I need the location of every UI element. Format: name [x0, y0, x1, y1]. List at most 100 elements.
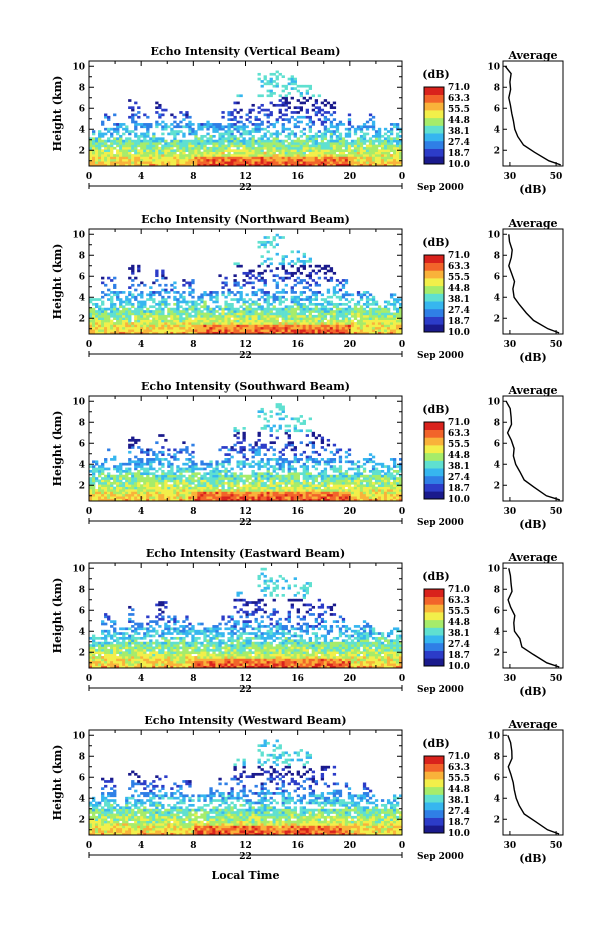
heatmap-cell — [128, 293, 131, 296]
heatmap-cell — [300, 310, 303, 313]
heatmap-cell — [261, 109, 264, 112]
heatmap-cell — [209, 463, 212, 466]
heatmap-cell — [381, 315, 384, 318]
heatmap-cell — [318, 434, 321, 437]
heatmap-cell — [119, 496, 122, 499]
heatmap-cell — [273, 92, 276, 95]
heatmap-cell — [258, 118, 261, 121]
heatmap-cell — [285, 109, 288, 112]
heatmap-cell — [294, 477, 297, 480]
heatmap-cell — [288, 434, 291, 437]
heatmap-cell — [179, 140, 182, 143]
heatmap-cell — [173, 496, 176, 499]
heatmap-cell — [212, 159, 215, 162]
heatmap-cell — [227, 140, 230, 143]
heatmap-cell — [384, 128, 387, 131]
heatmap-cell — [258, 496, 261, 499]
heatmap-cell — [294, 327, 297, 330]
heatmap-cell — [140, 480, 143, 483]
heatmap-cell — [101, 133, 104, 136]
heatmap-cell — [315, 496, 318, 499]
heatmap-cell — [291, 296, 294, 299]
heatmap-cell — [318, 484, 321, 487]
heatmap-cell — [191, 480, 194, 483]
heatmap-cell — [246, 463, 249, 466]
heatmap-cell — [224, 470, 227, 473]
heatmap-cell — [122, 291, 125, 294]
heatmap-cell — [300, 322, 303, 325]
heatmap-cell — [369, 145, 372, 148]
heatmap-cell — [122, 308, 125, 311]
heatmap-cell — [239, 116, 242, 119]
heatmap-cell — [318, 475, 321, 478]
heatmap-cell — [273, 161, 276, 164]
heatmap-cell — [209, 298, 212, 301]
heatmap-cell — [315, 322, 318, 325]
heatmap-cell — [104, 161, 107, 164]
heatmap-cell — [252, 465, 255, 468]
heatmap-cell — [191, 322, 194, 325]
heatmap-cell — [318, 111, 321, 114]
heatmap-cell — [273, 293, 276, 296]
heatmap-cell — [300, 260, 303, 263]
heatmap-cell — [360, 161, 363, 164]
heatmap-cell — [131, 482, 134, 485]
heatmap-cell — [246, 114, 249, 117]
heatmap-cell — [246, 475, 249, 478]
heatmap-cell — [110, 482, 113, 485]
heatmap-cell — [267, 94, 270, 97]
heatmap-cell — [95, 310, 98, 313]
heatmap-cell — [264, 284, 267, 287]
heatmap-cell — [158, 324, 161, 327]
heatmap-cell — [336, 310, 339, 313]
heatmap-cell — [267, 125, 270, 128]
heatmap-cell — [155, 279, 158, 282]
heatmap-cell — [239, 451, 242, 454]
heatmap-cell — [239, 446, 242, 449]
heatmap-cell — [221, 482, 224, 485]
heatmap-cell — [221, 484, 224, 487]
heatmap-cell — [98, 494, 101, 497]
heatmap-cell — [288, 496, 291, 499]
heatmap-cell — [128, 460, 131, 463]
heatmap-cell — [294, 145, 297, 148]
heatmap-cell — [152, 298, 155, 301]
heatmap-cell — [224, 453, 227, 456]
heatmap-cell — [339, 310, 342, 313]
heatmap-cell — [387, 152, 390, 155]
heatmap-cell — [215, 125, 218, 128]
heatmap-cell — [218, 125, 221, 128]
heatmap-cell — [179, 468, 182, 471]
heatmap-cell — [336, 130, 339, 133]
heatmap-cell — [140, 329, 143, 332]
heatmap-cell — [372, 324, 375, 327]
heatmap-cell — [294, 313, 297, 316]
heatmap-cell — [98, 161, 101, 164]
heatmap-cell — [303, 128, 306, 131]
heatmap-cell — [143, 317, 146, 320]
heatmap-cell — [239, 142, 242, 145]
heatmap-cell — [203, 147, 206, 150]
heatmap-cell — [161, 140, 164, 143]
heatmap-cell — [146, 142, 149, 145]
heatmap-cell — [285, 477, 288, 480]
heatmap-cell — [125, 149, 128, 152]
colorbar-unit: (dB) — [422, 68, 449, 81]
heatmap-cell — [173, 313, 176, 316]
heatmap-cell — [330, 114, 333, 117]
heatmap-cell — [188, 470, 191, 473]
heatmap-cell — [146, 451, 149, 454]
heatmap-cell — [252, 484, 255, 487]
heatmap-cell — [113, 468, 116, 471]
heatmap-cell — [276, 133, 279, 136]
heatmap-cell — [116, 130, 119, 133]
heatmap-cell — [330, 477, 333, 480]
colorbar-segment — [424, 87, 444, 95]
heatmap-cell — [369, 118, 372, 121]
heatmap-cell — [303, 422, 306, 425]
heatmap-cell — [236, 291, 239, 294]
heatmap-cell — [288, 154, 291, 157]
heatmap-cell — [318, 487, 321, 490]
heatmap-cell — [242, 446, 245, 449]
heatmap-cell — [249, 161, 252, 164]
